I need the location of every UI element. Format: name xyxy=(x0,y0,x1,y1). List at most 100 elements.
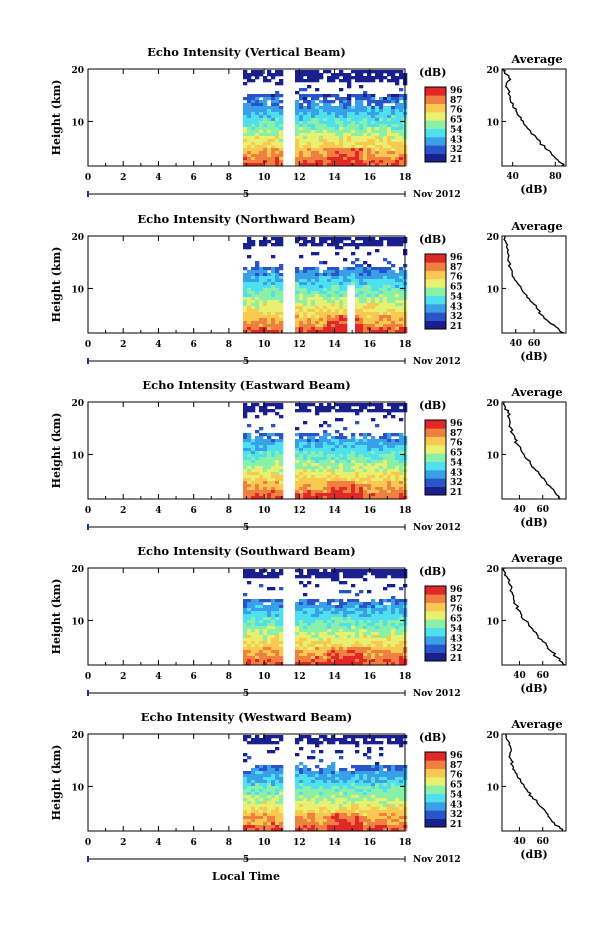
heatmap-cell xyxy=(383,291,388,295)
heatmap-cell xyxy=(387,801,392,805)
heatmap-cell xyxy=(343,321,348,325)
heatmap-cell xyxy=(391,487,396,491)
heatmap-cell xyxy=(399,638,404,642)
heatmap-cell xyxy=(383,142,388,146)
heatmap-cell xyxy=(387,436,392,440)
heatmap-cell xyxy=(247,623,252,627)
heatmap-cell xyxy=(271,103,276,107)
heatmap-cell xyxy=(399,315,404,319)
heatmap-cell xyxy=(295,801,300,805)
heatmap-cell xyxy=(327,124,332,128)
heatmap-cell xyxy=(343,795,348,799)
heatmap-cell xyxy=(399,490,404,494)
heatmap-cell xyxy=(279,118,284,122)
heatmap-cell xyxy=(395,484,400,488)
heatmap-cell xyxy=(335,617,340,621)
heatmap-cell xyxy=(339,635,344,639)
heatmap-cell xyxy=(303,282,308,286)
heatmap-cell xyxy=(247,327,252,331)
heatmap-cell xyxy=(251,741,256,745)
heatmap-cell xyxy=(311,783,316,787)
colorbar-segment xyxy=(425,137,446,146)
heatmap-cell xyxy=(319,273,324,277)
heatmap-cell xyxy=(331,608,336,612)
heatmap-cell xyxy=(275,466,280,470)
heatmap-cell xyxy=(259,327,264,331)
heatmap-cell xyxy=(355,656,360,660)
heatmap-cell xyxy=(299,801,304,805)
heatmap-cell xyxy=(255,777,260,781)
heatmap-cell xyxy=(247,130,252,134)
heatmap-cell xyxy=(295,620,300,624)
heatmap-cell xyxy=(399,112,404,116)
heatmap-cell xyxy=(275,279,280,283)
heatmap-cell xyxy=(327,575,332,579)
heatmap-cell xyxy=(395,300,400,304)
heatmap-cell xyxy=(275,617,280,621)
heatmap-cell xyxy=(367,403,372,407)
heatmap-cell xyxy=(243,454,248,458)
x-tick-label: 14 xyxy=(328,340,341,350)
heatmap-cell xyxy=(339,418,344,422)
heatmap-cell xyxy=(371,79,376,83)
heatmap-cell xyxy=(391,629,396,633)
heatmap-cell xyxy=(343,300,348,304)
heatmap-cell xyxy=(267,318,272,322)
heatmap-cell xyxy=(387,118,392,122)
heatmap-cell xyxy=(379,765,384,769)
heatmap-cell xyxy=(383,118,388,122)
heatmap-cell xyxy=(307,496,312,500)
heatmap-cell xyxy=(339,109,344,113)
heatmap-cell xyxy=(351,124,356,128)
heatmap-cell xyxy=(363,786,368,790)
heatmap-cell xyxy=(271,611,276,615)
heatmap-cell xyxy=(263,270,268,274)
heatmap-cell xyxy=(371,804,376,808)
heatmap-cell xyxy=(307,466,312,470)
heatmap-cell xyxy=(359,484,364,488)
heatmap-cell xyxy=(371,496,376,500)
heatmap-cell xyxy=(319,297,324,301)
x-tick-label: 10 xyxy=(258,672,271,682)
heatmap-cell xyxy=(331,237,336,241)
heatmap-cell xyxy=(307,490,312,494)
heatmap-cell xyxy=(331,623,336,627)
heatmap-cell xyxy=(299,792,304,796)
heatmap-cell xyxy=(343,741,348,745)
heatmap-cell xyxy=(383,798,388,802)
heatmap-cell xyxy=(275,747,280,751)
heatmap-cell xyxy=(391,291,396,295)
heatmap-cell xyxy=(299,306,304,310)
heatmap-cell xyxy=(335,324,340,328)
heatmap-cell xyxy=(351,127,356,131)
heatmap-cell xyxy=(327,738,332,742)
heatmap-cell xyxy=(347,638,352,642)
heatmap-cell xyxy=(359,493,364,497)
heatmap-cell xyxy=(343,133,348,137)
heatmap-cell xyxy=(279,484,284,488)
heatmap-cell xyxy=(243,493,248,497)
heatmap-cell xyxy=(319,822,324,826)
heatmap-cell xyxy=(343,79,348,83)
heatmap-cell xyxy=(315,795,320,799)
heatmap-cell xyxy=(351,819,356,823)
heatmap-cell xyxy=(371,237,376,241)
heatmap-cell xyxy=(343,303,348,307)
heatmap-cell xyxy=(247,789,252,793)
heatmap-cell xyxy=(315,653,320,657)
heatmap-cell xyxy=(379,635,384,639)
heatmap-cell xyxy=(243,160,248,164)
heatmap-cell xyxy=(363,270,368,274)
heatmap-cell xyxy=(299,810,304,814)
heatmap-cell xyxy=(315,324,320,328)
heatmap-cell xyxy=(275,237,280,241)
heatmap-cell xyxy=(307,662,312,666)
heatmap-cell xyxy=(323,650,328,654)
heatmap-cell xyxy=(363,614,368,618)
heatmap-cell xyxy=(331,267,336,271)
heatmap-cell xyxy=(391,611,396,615)
heatmap-cell xyxy=(395,735,400,739)
heatmap-cell xyxy=(367,73,372,77)
heatmap-cell xyxy=(311,626,316,630)
heatmap-cell xyxy=(251,662,256,666)
